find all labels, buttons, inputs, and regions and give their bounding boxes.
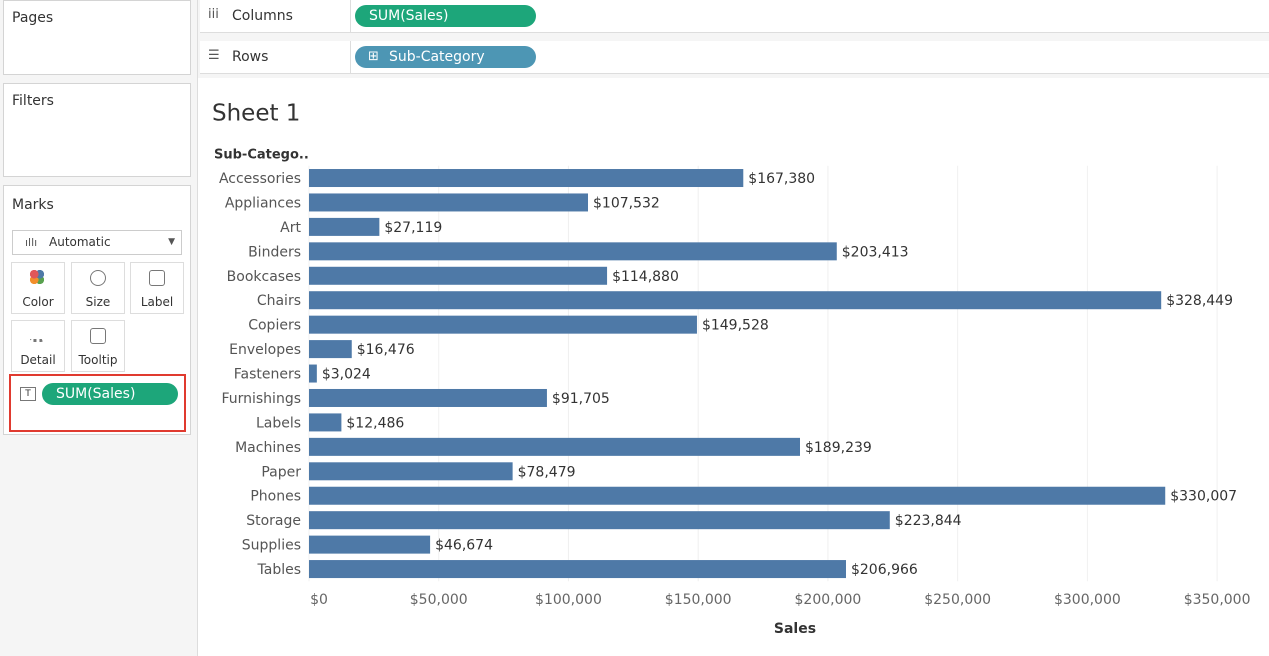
x-tick-label: $0 [310,592,328,608]
y-tick-label: Storage [246,513,301,529]
x-tick-label: $250,000 [924,592,991,608]
y-tick-label: Chairs [257,293,301,309]
card-label: Tooltip [78,353,118,367]
x-tick-label: $200,000 [795,592,862,608]
mark-type-dropdown[interactable]: Automatic ▼ ıllı [12,230,182,255]
bar [309,388,547,407]
value-label: $114,880 [612,269,679,285]
value-label: $149,528 [702,318,769,334]
bar [309,364,317,383]
y-tick-label: Phones [250,489,301,505]
filters-card: Filters [3,83,191,177]
value-label: $223,844 [895,513,962,529]
value-label: $3,024 [322,367,371,383]
value-label: $330,007 [1170,489,1237,505]
bar [309,413,342,432]
side-panel: Pages Filters Marks Automatic ▼ ıllı Color… [0,0,198,656]
x-axis-title: Sales [774,621,816,637]
color-card[interactable]: Color [11,262,65,314]
rows-label: Rows [232,49,269,65]
shelves: iii Columns SUM(Sales) ☰ Rows ⊞ Sub-Categ… [198,0,1269,78]
bar [309,340,352,359]
y-tick-label: Machines [235,440,301,456]
bar [309,242,837,261]
bar [309,169,744,188]
x-tick-label: $300,000 [1054,592,1121,608]
pages-title: Pages [12,10,54,26]
y-tick-label: Art [280,220,301,236]
columns-pill[interactable]: SUM(Sales) [355,5,536,27]
tooltip-card[interactable]: Tooltip [71,320,125,372]
x-tick-label: $100,000 [535,592,602,608]
y-tick-label: Fasteners [234,367,301,383]
pages-card: Pages [3,0,191,75]
card-label: Detail [20,353,56,367]
label-icon: T [20,387,36,401]
bar [309,511,890,530]
value-label: $206,966 [851,562,918,578]
rows-shelf: ☰ Rows ⊞ Sub-Category [200,41,1269,74]
y-tick-label: Appliances [225,195,301,211]
sheet-title: Sheet 1 [212,101,300,127]
bar [309,315,697,334]
value-label: $78,479 [518,464,576,480]
y-tick-label: Copiers [248,318,301,334]
marks-pill[interactable]: SUM(Sales) [42,383,178,405]
filters-title: Filters [12,93,54,109]
bar [309,437,800,456]
marks-card: Marks Automatic ▼ ıllı Color Size Label De… [3,185,191,435]
y-tick-label: Paper [261,464,301,480]
x-tick-label: $150,000 [665,592,732,608]
mark-type: Automatic [49,235,111,249]
value-label: $107,532 [593,195,660,211]
y-tick-label: Binders [248,244,301,260]
columns-shelf: iii Columns SUM(Sales) [200,0,1269,33]
value-label: $167,380 [748,171,815,187]
value-label: $328,449 [1166,293,1233,309]
rows-pill[interactable]: ⊞ Sub-Category [355,46,536,68]
bar [309,560,846,579]
label-card[interactable]: Label [130,262,184,314]
value-label: $27,119 [384,220,442,236]
card-label: Color [22,295,54,309]
y-tick-label: Supplies [242,538,301,554]
bar [309,486,1166,505]
bar [309,193,589,212]
y-tick-label: Accessories [219,171,301,187]
x-tick-label: $350,000 [1184,592,1251,608]
bar [309,462,513,481]
value-label: $203,413 [842,244,909,260]
value-label: $12,486 [346,415,404,431]
bar [309,291,1162,310]
bar [309,217,380,236]
x-tick-label: $50,000 [410,592,468,608]
y-tick-label: Labels [256,415,301,431]
value-label: $46,674 [435,538,493,554]
bar [309,535,431,554]
bar [309,266,608,285]
detail-card[interactable]: Detail [11,320,65,372]
marks-title: Marks [12,197,54,213]
y-axis-title: Sub-Catego.. [214,148,309,163]
value-label: $16,476 [357,342,415,358]
rows-pill-label: Sub-Category [389,49,485,65]
y-tick-label: Furnishings [221,391,301,407]
card-label: Size [85,295,111,309]
y-tick-label: Bookcases [227,269,301,285]
columns-label: Columns [232,8,293,24]
value-label: $91,705 [552,391,610,407]
size-card[interactable]: Size [71,262,125,314]
value-label: $189,239 [805,440,872,456]
y-tick-label: Envelopes [229,342,301,358]
card-label: Label [140,295,174,309]
highlight-box [9,374,186,432]
y-tick-label: Tables [257,562,302,578]
